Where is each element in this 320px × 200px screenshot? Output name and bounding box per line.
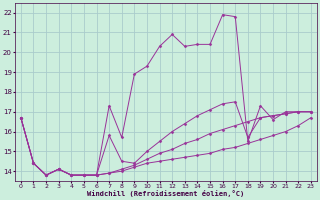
X-axis label: Windchill (Refroidissement éolien,°C): Windchill (Refroidissement éolien,°C) — [87, 190, 244, 197]
